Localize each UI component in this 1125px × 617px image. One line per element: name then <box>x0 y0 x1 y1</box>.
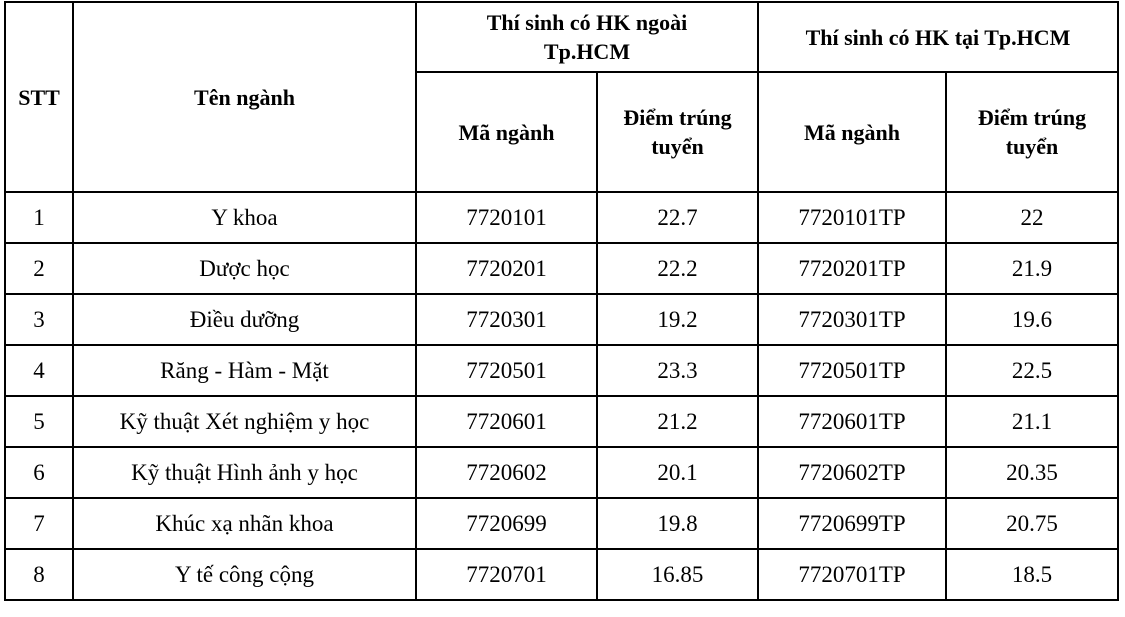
table-row: 4 Răng - Hàm - Mặt 7720501 23.3 7720501TP 22.… <box>4 344 1119 397</box>
name-cell: Dược học <box>72 242 417 295</box>
code-inside-cell: 7720701TP <box>757 548 947 601</box>
table-row: 5 Kỹ thuật Xét nghiệm y học 7720601 21.2 772… <box>4 395 1119 448</box>
score-outside-cell: 16.85 <box>596 548 759 601</box>
score-outside-cell: 22.2 <box>596 242 759 295</box>
code-outside-cell: 7720201 <box>415 242 598 295</box>
score-inside-cell: 20.75 <box>945 497 1119 550</box>
stt-cell: 7 <box>4 497 74 550</box>
code-outside-cell: 7720501 <box>415 344 598 397</box>
header-stt: STT <box>4 1 74 193</box>
name-cell: Khúc xạ nhãn khoa <box>72 497 417 550</box>
name-cell: Điều dưỡng <box>72 293 417 346</box>
score-outside-cell: 20.1 <box>596 446 759 499</box>
header-code-inside: Mã ngành <box>757 71 947 193</box>
score-outside-cell: 21.2 <box>596 395 759 448</box>
header-group-outside: Thí sinh có HK ngoài Tp.HCM <box>415 1 759 73</box>
score-inside-cell: 22 <box>945 191 1119 244</box>
code-inside-cell: 7720301TP <box>757 293 947 346</box>
code-outside-cell: 7720602 <box>415 446 598 499</box>
name-cell: Răng - Hàm - Mặt <box>72 344 417 397</box>
name-cell: Y khoa <box>72 191 417 244</box>
admission-scores-table: STT Tên ngành Thí sinh có HK ngoài Tp.HC… <box>4 1 1119 601</box>
stt-cell: 8 <box>4 548 74 601</box>
header-score-inside: Điểm trúng tuyển <box>945 71 1119 193</box>
code-outside-cell: 7720101 <box>415 191 598 244</box>
header-name: Tên ngành <box>72 1 417 193</box>
score-inside-cell: 21.9 <box>945 242 1119 295</box>
score-inside-cell: 22.5 <box>945 344 1119 397</box>
score-outside-cell: 19.2 <box>596 293 759 346</box>
code-outside-cell: 7720601 <box>415 395 598 448</box>
score-inside-cell: 19.6 <box>945 293 1119 346</box>
table-row: 6 Kỹ thuật Hình ảnh y học 7720602 20.1 77206… <box>4 446 1119 499</box>
table-row: 2 Dược học 7720201 22.2 7720201TP 21.9 <box>4 242 1119 295</box>
score-outside-cell: 22.7 <box>596 191 759 244</box>
stt-cell: 5 <box>4 395 74 448</box>
stt-cell: 3 <box>4 293 74 346</box>
code-outside-cell: 7720699 <box>415 497 598 550</box>
score-outside-cell: 23.3 <box>596 344 759 397</box>
name-cell: Kỹ thuật Hình ảnh y học <box>72 446 417 499</box>
score-inside-cell: 21.1 <box>945 395 1119 448</box>
header-code-outside: Mã ngành <box>415 71 598 193</box>
stt-cell: 6 <box>4 446 74 499</box>
code-inside-cell: 7720699TP <box>757 497 947 550</box>
score-outside-cell: 19.8 <box>596 497 759 550</box>
score-inside-cell: 18.5 <box>945 548 1119 601</box>
score-inside-cell: 20.35 <box>945 446 1119 499</box>
code-inside-cell: 7720602TP <box>757 446 947 499</box>
header-score-outside: Điểm trúng tuyển <box>596 71 759 193</box>
code-inside-cell: 7720501TP <box>757 344 947 397</box>
header-group-inside: Thí sinh có HK tại Tp.HCM <box>757 1 1119 73</box>
name-cell: Y tế công cộng <box>72 548 417 601</box>
table-row: 3 Điều dưỡng 7720301 19.2 7720301TP 19.6 <box>4 293 1119 346</box>
stt-cell: 1 <box>4 191 74 244</box>
stt-cell: 2 <box>4 242 74 295</box>
stt-cell: 4 <box>4 344 74 397</box>
code-outside-cell: 7720701 <box>415 548 598 601</box>
table-row: 7 Khúc xạ nhãn khoa 7720699 19.8 7720699TP 20… <box>4 497 1119 550</box>
code-inside-cell: 7720201TP <box>757 242 947 295</box>
code-outside-cell: 7720301 <box>415 293 598 346</box>
name-cell: Kỹ thuật Xét nghiệm y học <box>72 395 417 448</box>
code-inside-cell: 7720601TP <box>757 395 947 448</box>
code-inside-cell: 7720101TP <box>757 191 947 244</box>
